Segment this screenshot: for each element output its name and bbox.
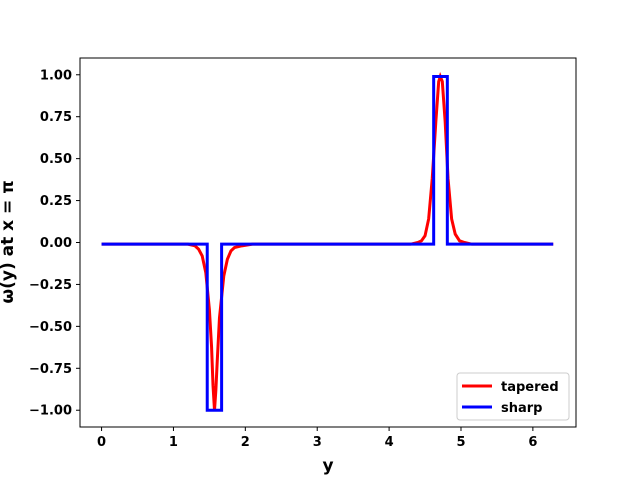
axes-frame — [79, 57, 577, 428]
y-tick-label: −0.25 — [29, 278, 72, 293]
x-tick-label: 1 — [169, 435, 178, 450]
x-tick-label: 3 — [313, 435, 322, 450]
legend-label-tapered: tapered — [501, 380, 559, 395]
y-tick-label: −0.50 — [29, 320, 72, 335]
y-tick-label: 1.00 — [40, 68, 72, 83]
y-tick-label: −1.00 — [29, 404, 72, 419]
y-axis-label: ω(y) at x = π — [0, 180, 18, 303]
y-tick-label: −0.75 — [29, 362, 72, 377]
x-ticks: 0 1 2 3 4 5 6 — [97, 427, 537, 450]
x-tick-label: 6 — [528, 435, 537, 450]
legend: tapered sharp — [456, 372, 570, 421]
x-tick-label: 4 — [385, 435, 394, 450]
legend-label-sharp: sharp — [501, 401, 542, 416]
y-tick-label: 0.75 — [40, 110, 72, 125]
y-ticks: −1.00 −0.75 −0.50 −0.25 0.00 0.25 0.50 0.75 1.00 — [29, 68, 80, 419]
series-line-sharp — [101, 74, 554, 412]
y-tick-label: 0.00 — [40, 236, 72, 251]
x-tick-label: 5 — [456, 435, 465, 450]
x-tick-label: 0 — [97, 435, 106, 450]
y-tick-label: 0.25 — [40, 194, 72, 209]
x-tick-label: 2 — [241, 435, 250, 450]
x-axis-label: y — [322, 456, 333, 476]
series-layer — [101, 71, 554, 412]
y-tick-label: 0.50 — [40, 152, 72, 167]
